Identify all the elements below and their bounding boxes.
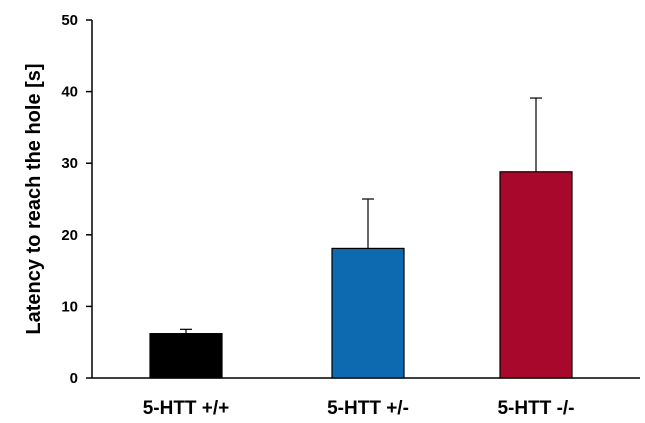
bars <box>149 171 573 379</box>
x-category-label: 5-HTT +/- <box>327 398 409 419</box>
y-axis-title: Latency to reach the hole [s] <box>23 63 45 334</box>
y-tick-label: 20 <box>61 227 78 244</box>
x-category-label: 5-HTT +/+ <box>143 398 230 419</box>
y-tick-label: 10 <box>61 298 78 315</box>
bar <box>499 171 573 379</box>
y-tick-label: 0 <box>70 370 78 387</box>
y-ticks: 0 10 20 30 40 50 <box>61 12 92 387</box>
error-bars <box>180 97 542 334</box>
bar <box>149 333 223 379</box>
x-labels: 5-HTT +/+ 5-HTT +/- 5-HTT -/- <box>143 398 575 419</box>
bar <box>331 247 405 379</box>
y-tick-label: 50 <box>61 12 78 29</box>
x-category-label: 5-HTT -/- <box>497 398 574 419</box>
y-tick-label: 40 <box>61 84 78 101</box>
y-tick-label: 30 <box>61 155 78 172</box>
